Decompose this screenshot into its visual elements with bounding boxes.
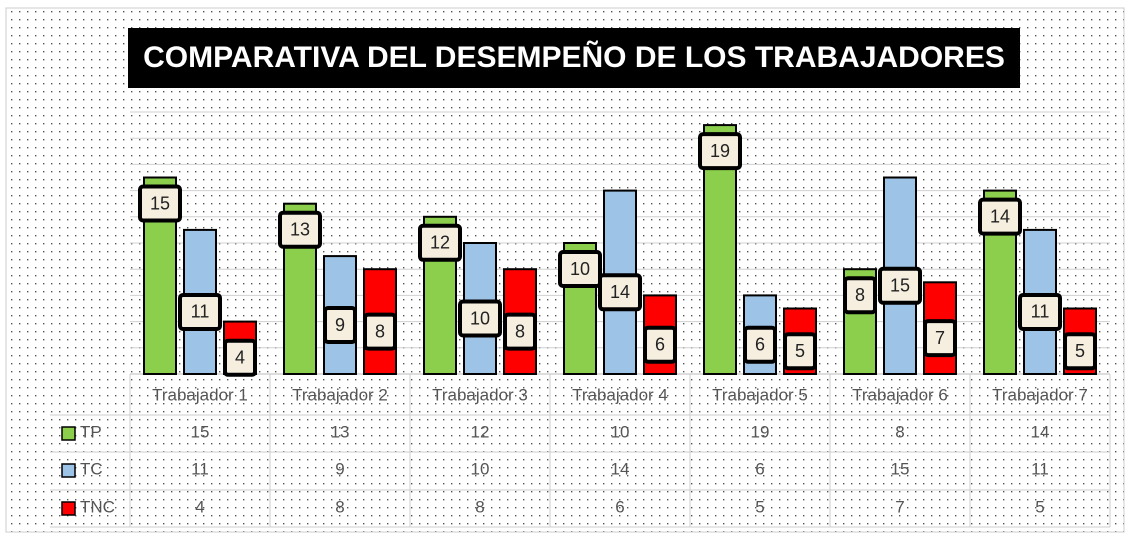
data-label-box xyxy=(223,338,257,377)
data-label: 5 xyxy=(795,341,805,361)
legend-key xyxy=(61,426,76,441)
data-label: 8 xyxy=(375,321,385,341)
data-label-box xyxy=(1018,292,1062,331)
data-label: 12 xyxy=(430,233,450,253)
data-label: 4 xyxy=(235,348,245,368)
data-label-box xyxy=(1063,332,1097,371)
table-value: 15 xyxy=(891,459,910,478)
table-value: 5 xyxy=(755,497,764,516)
table-value: 6 xyxy=(615,497,624,516)
data-label: 14 xyxy=(990,206,1010,226)
legend-label: TP xyxy=(80,422,102,441)
data-label: 11 xyxy=(191,302,210,322)
data-label-box xyxy=(598,273,642,312)
data-label: 13 xyxy=(290,219,310,239)
table-value: 11 xyxy=(1031,459,1049,478)
data-label-box xyxy=(418,223,462,262)
table-value: 14 xyxy=(611,459,630,478)
data-label-box xyxy=(363,312,397,351)
table-value: 13 xyxy=(331,422,350,441)
legend-label: TC xyxy=(80,459,103,478)
table-value: 19 xyxy=(751,422,770,441)
data-label: 15 xyxy=(890,276,910,296)
table-value: 6 xyxy=(755,459,764,478)
legend-label: TNC xyxy=(80,497,115,516)
table-value: 8 xyxy=(475,497,484,516)
data-label-box xyxy=(923,319,957,358)
data-label: 6 xyxy=(755,334,765,354)
data-label: 8 xyxy=(515,321,525,341)
data-label-box xyxy=(178,292,222,331)
x-tick-label: Trabajador 3 xyxy=(432,385,528,404)
data-label: 19 xyxy=(710,141,730,161)
x-tick-label: Trabajador 2 xyxy=(292,385,388,404)
data-label-box xyxy=(643,325,677,364)
chart-title: COMPARATIVA DEL DESEMPEÑO DE LOS TRABAJA… xyxy=(143,40,1005,74)
x-tick-label: Trabajador 4 xyxy=(572,385,668,404)
table-value: 4 xyxy=(195,497,204,516)
data-label: 15 xyxy=(150,193,170,213)
data-label-box xyxy=(698,132,742,171)
data-label-box xyxy=(743,325,777,364)
x-tick-label: Trabajador 1 xyxy=(152,385,248,404)
x-tick-label: Trabajador 5 xyxy=(712,385,808,404)
data-label-box xyxy=(278,210,322,249)
data-label-box xyxy=(503,312,537,351)
table-value: 15 xyxy=(191,422,210,441)
data-label: 7 xyxy=(935,328,945,348)
data-label-box xyxy=(878,266,922,305)
data-label: 5 xyxy=(1075,341,1085,361)
table-value: 10 xyxy=(471,459,490,478)
data-label-box xyxy=(843,276,877,315)
table-value: 5 xyxy=(1035,497,1044,516)
data-label: 10 xyxy=(570,259,590,279)
title-box xyxy=(128,28,1020,88)
x-tick-label: Trabajador 6 xyxy=(852,385,948,404)
table-value: 11 xyxy=(191,459,209,478)
data-label: 11 xyxy=(1031,302,1050,322)
table-value: 7 xyxy=(895,497,904,516)
table-value: 8 xyxy=(335,497,344,516)
data-label-box xyxy=(323,306,357,345)
data-label: 9 xyxy=(335,315,345,335)
table-value: 8 xyxy=(895,422,904,441)
table-value: 12 xyxy=(471,422,490,441)
table-value: 10 xyxy=(611,422,630,441)
x-tick-label: Trabajador 7 xyxy=(992,385,1088,404)
data-label: 14 xyxy=(610,282,630,302)
data-label-box xyxy=(783,332,817,371)
data-label: 8 xyxy=(855,285,865,305)
table-value: 14 xyxy=(1031,422,1050,441)
legend-key xyxy=(61,463,76,478)
data-label-box xyxy=(138,184,182,223)
legend-key xyxy=(61,501,76,516)
table-value: 9 xyxy=(335,459,344,478)
data-label-box xyxy=(978,197,1022,236)
data-label-box xyxy=(558,250,602,288)
data-label-box xyxy=(458,299,502,338)
data-label: 6 xyxy=(655,334,665,354)
data-label: 10 xyxy=(470,308,490,328)
